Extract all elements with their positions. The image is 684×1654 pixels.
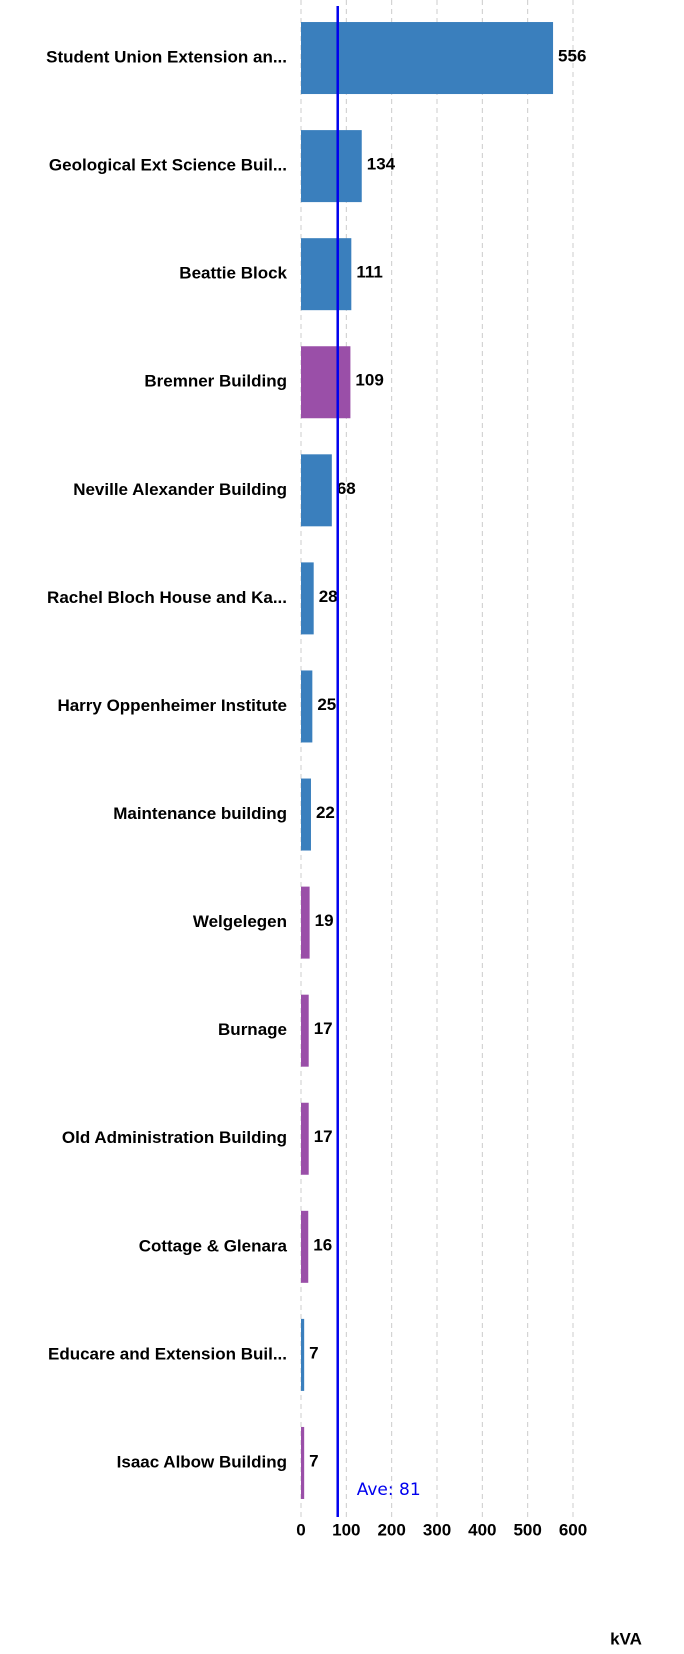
bar [301,454,332,527]
y-tick-label: Welgelegen [193,912,287,931]
bar [301,1102,309,1175]
data-label: 16 [313,1235,332,1254]
y-tick-label: Isaac Albow Building [117,1452,287,1471]
x-tick-label: 300 [423,1520,451,1539]
data-label: 68 [337,479,356,498]
x-tick-label: 100 [332,1520,360,1539]
y-tick-label: Student Union Extension an... [46,48,287,67]
y-tick-label: Cottage & Glenara [139,1236,288,1255]
bar [301,346,351,419]
data-label: 7 [309,1343,318,1362]
y-tick-label: Educare and Extension Buil... [48,1344,287,1363]
x-axis-label: kVA [610,1629,642,1648]
y-tick-label: Geological Ext Science Buil... [49,156,287,175]
bar [301,994,309,1067]
data-label: 17 [314,1127,333,1146]
x-tick-label: 400 [468,1520,496,1539]
data-label: 19 [315,911,334,930]
x-tick-label: 200 [377,1520,405,1539]
x-tick-label: 500 [513,1520,541,1539]
x-tick-label: 600 [559,1520,587,1539]
y-tick-label: Old Administration Building [62,1128,287,1147]
y-tick-label: Burnage [218,1020,287,1039]
bar [301,130,362,203]
y-tick-label: Neville Alexander Building [73,480,287,499]
data-label: 22 [316,803,335,822]
bar [301,1426,305,1499]
data-label: 111 [356,263,383,282]
bar [301,778,311,851]
y-tick-label: Harry Oppenheimer Institute [57,696,287,715]
bar [301,886,310,959]
data-label: 17 [314,1019,333,1038]
average-label: Ave: 81 [357,1480,421,1500]
data-label: 556 [558,47,586,66]
bar [301,1318,305,1391]
data-label: 109 [355,371,383,390]
bar [301,670,313,743]
bar [301,562,314,635]
bar [301,1210,309,1283]
data-label: 25 [317,695,336,714]
data-label: 134 [367,155,396,174]
bar [301,22,554,95]
data-label: 7 [309,1451,318,1470]
y-tick-label: Rachel Bloch House and Ka... [47,588,287,607]
x-tick-label: 0 [296,1520,305,1539]
data-label: 28 [319,587,338,606]
y-tick-label: Bremner Building [144,372,287,391]
y-tick-label: Beattie Block [179,264,287,283]
y-tick-label: Maintenance building [113,804,287,823]
bar [301,238,352,311]
